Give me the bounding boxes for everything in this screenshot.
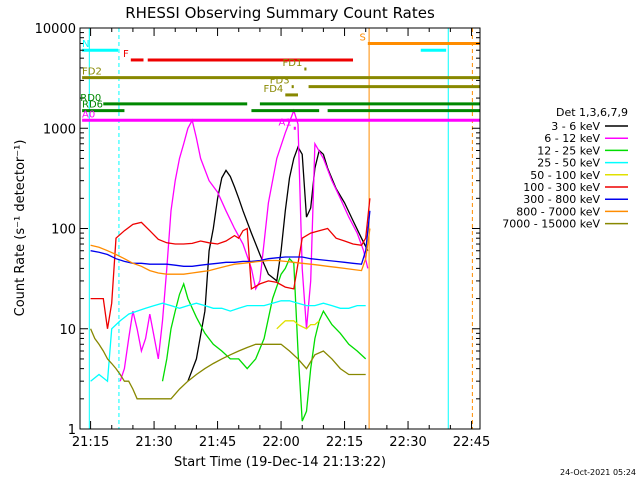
y-tick-label-3: 1000 [43,122,76,137]
y-tick-label-0: 1 [68,423,76,438]
x-tick-label-6: 22:45 [453,435,490,450]
x-tick-label-4: 22:15 [326,435,363,450]
legend-label-4: 50 - 100 keV [530,169,600,182]
vertical-markers [88,28,473,429]
x-tick-label-0: 21:15 [72,435,109,450]
legend-label-5: 100 - 300 keV [523,181,600,194]
flag-label-8: RD6 [82,100,103,111]
y-axis-label: Count Rate (s⁻¹ detector⁻¹) [13,140,28,317]
series-line-2 [161,257,367,422]
legend-label-7: 800 - 7000 keV [516,205,600,218]
legend-title: Det 1,3,6,7,9 [556,106,628,119]
flag-label-4: FD2 [82,67,102,78]
series-group [90,108,371,422]
legend-label-1: 6 - 12 keV [544,132,600,145]
flag-label-0: N [82,39,89,50]
x-tick-label-1: 21:30 [135,435,172,450]
legend-label-6: 300 - 800 keV [523,193,600,206]
legend-label-2: 12 - 25 keV [537,144,600,157]
x-axis-label: Start Time (19-Dec-14 21:13:22) [174,455,386,470]
y-tick-label-1: 10 [59,323,76,338]
flag-bars [82,42,480,130]
footer-timestamp: 24-Oct-2021 05:24 [560,468,636,477]
series-line-1 [119,108,369,382]
flag-label-2: F [123,49,129,60]
flag-label-7: RD0 [80,93,101,104]
flag-label-3: FD1 [283,58,303,69]
flag-label-9: A1 [279,117,292,128]
series-line-3 [90,300,366,383]
flag-label-10: A0 [82,109,95,120]
series-line-6 [90,210,371,267]
series-line-0 [187,145,369,382]
legend-label-3: 25 - 50 keV [537,157,600,170]
flag-label-5: FD3 [270,76,290,87]
legend-label-8: 7000 - 15000 keV [502,218,600,231]
y-tick-label-4: 10000 [35,22,76,37]
y-tick-label-2: 100 [51,223,76,238]
series-line-5 [90,198,371,329]
series-line-8 [90,328,366,400]
x-tick-label-3: 22:00 [262,435,299,450]
chart-title: RHESSI Observing Summary Count Rates [125,4,435,22]
x-tick-label-5: 22:30 [389,435,426,450]
legend-label-0: 3 - 6 keV [551,120,600,133]
flag-label-1: S [359,33,365,44]
flag-label-6: FD4 [263,84,283,95]
axes: 21:15 21:30 21:45 22:00 22:15 22:30 22:45 1 10 10… [35,22,491,450]
series-line-4 [276,320,320,330]
x-tick-label-2: 21:45 [199,435,236,450]
series-line-7 [90,228,371,275]
